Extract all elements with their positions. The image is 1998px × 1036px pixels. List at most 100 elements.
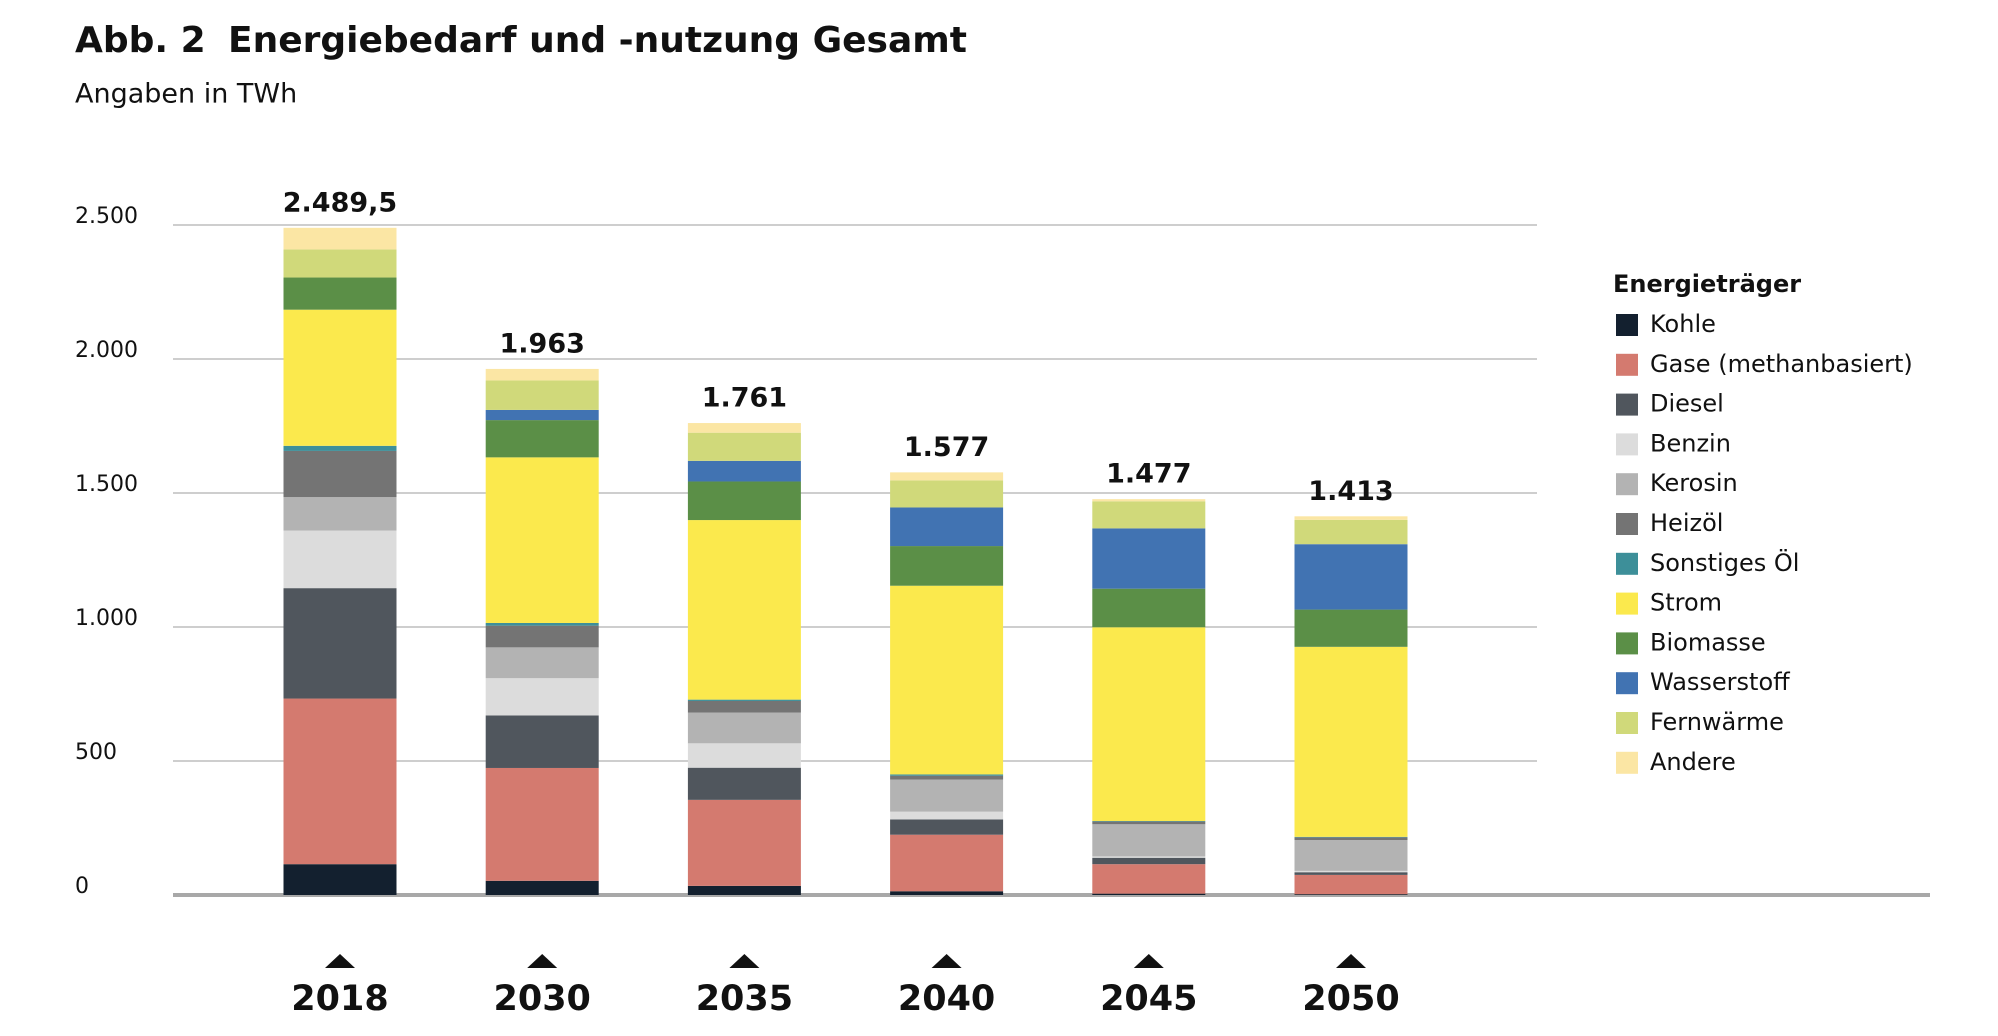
bar-segment	[283, 445, 397, 451]
legend-label: Kohle	[1650, 310, 1716, 338]
bar-segment	[687, 712, 801, 744]
y-tick-label: 1.500	[75, 472, 138, 497]
legend-label: Diesel	[1650, 390, 1724, 418]
bar-segment	[890, 585, 1004, 775]
legend-title: Energieträger	[1613, 270, 1801, 298]
bar-segment	[283, 588, 397, 699]
x-tick-label: 2040	[898, 979, 995, 1019]
bar-segment	[485, 678, 599, 716]
bar-segment	[1092, 588, 1206, 628]
bar-segment	[1294, 840, 1408, 871]
bar-segment	[1294, 836, 1408, 838]
legend-swatch	[1616, 473, 1638, 496]
bar-segment	[1092, 499, 1206, 502]
x-tick-label: 2018	[291, 979, 388, 1019]
bar-segment	[687, 481, 801, 521]
bar-segment	[687, 520, 801, 700]
legend-label: Strom	[1650, 589, 1722, 617]
total-label: 1.477	[1106, 459, 1191, 490]
legend-swatch	[1616, 632, 1638, 655]
x-tick-marker	[931, 954, 962, 968]
bar-segment	[890, 480, 1004, 508]
bar-segment	[1092, 864, 1206, 894]
chart-subtitle: Angaben in TWh	[75, 79, 297, 110]
total-label: 2.489,5	[283, 187, 397, 218]
total-label: 1.577	[904, 432, 989, 463]
bar-segment	[485, 767, 599, 881]
bar-segment	[1294, 874, 1408, 895]
legend-swatch	[1616, 513, 1638, 535]
bar-segment	[890, 811, 1004, 820]
bar-segment	[687, 885, 801, 895]
y-tick-label: 500	[75, 740, 117, 765]
legend-label: Sonstiges Öl	[1650, 548, 1799, 577]
bar-segment	[485, 622, 599, 626]
y-tick-label: 2.000	[75, 338, 138, 363]
total-label: 1.963	[499, 328, 584, 359]
total-label: 1.413	[1308, 476, 1393, 507]
legend-swatch	[1616, 712, 1638, 734]
x-tick-marker	[527, 954, 558, 968]
bar-segment	[1294, 870, 1408, 873]
legend-swatch	[1616, 751, 1638, 774]
bar-segment	[485, 420, 599, 458]
bar-segment	[1294, 837, 1408, 841]
bar-segment	[890, 819, 1004, 835]
bar-segment	[1092, 824, 1206, 857]
legend-label: Gase (methanbasiert)	[1650, 350, 1913, 378]
bar-segment	[283, 530, 397, 589]
chart-title: Energiebedarf und -nutzung Gesamt	[228, 20, 967, 61]
bar-segment	[1294, 609, 1408, 647]
bar-segment	[1092, 528, 1206, 589]
legend-swatch	[1616, 672, 1638, 695]
bar-segment	[687, 460, 801, 482]
legend-label: Biomasse	[1650, 628, 1766, 656]
bar-segment	[890, 779, 1004, 812]
legend-label: Benzin	[1650, 429, 1731, 457]
bar-segment	[890, 774, 1004, 776]
legend-label: Kerosin	[1650, 469, 1738, 497]
bar-segment	[687, 767, 801, 800]
bar-segment	[283, 249, 397, 278]
bar-segment	[283, 277, 397, 310]
legend-swatch	[1616, 314, 1638, 336]
bar-segment	[1092, 627, 1206, 822]
x-tick-marker	[325, 954, 355, 968]
bar-segment	[890, 546, 1004, 586]
x-tick-marker	[1133, 954, 1164, 968]
bar-segment	[890, 472, 1004, 481]
legend-swatch	[1616, 433, 1638, 456]
bar-segment	[687, 743, 801, 768]
bar-segment	[283, 864, 397, 895]
bar-segment	[283, 450, 397, 498]
figure-label: Abb. 2	[75, 20, 206, 61]
bar-segment	[485, 409, 599, 421]
bar-segment	[283, 309, 397, 446]
bar-segment	[1092, 501, 1206, 529]
x-tick-label: 2050	[1302, 979, 1399, 1019]
x-tick-marker	[1336, 954, 1366, 968]
bar-segment	[890, 834, 1004, 892]
bar-segment	[890, 507, 1004, 547]
bar-segment	[1092, 856, 1206, 858]
bar-segment	[1092, 821, 1206, 822]
y-tick-label: 0	[75, 874, 89, 899]
y-tick-label: 1.000	[75, 606, 138, 631]
bar-segment	[1294, 544, 1408, 610]
bar-segment	[485, 715, 599, 768]
bar-segment	[687, 423, 801, 433]
bar-segment	[1294, 646, 1408, 837]
legend-swatch	[1616, 353, 1638, 376]
bar-segment	[485, 647, 599, 679]
bar-segment	[1294, 872, 1408, 875]
bar-segment	[890, 891, 1004, 895]
bar-segment	[687, 700, 801, 713]
legend-swatch	[1616, 393, 1638, 416]
bar-segment	[890, 775, 1004, 780]
bar-segment	[283, 497, 397, 531]
legend-swatch	[1616, 592, 1638, 615]
bar-segment	[485, 880, 599, 895]
bar-segment	[1294, 894, 1408, 895]
bar-segment	[485, 368, 599, 381]
